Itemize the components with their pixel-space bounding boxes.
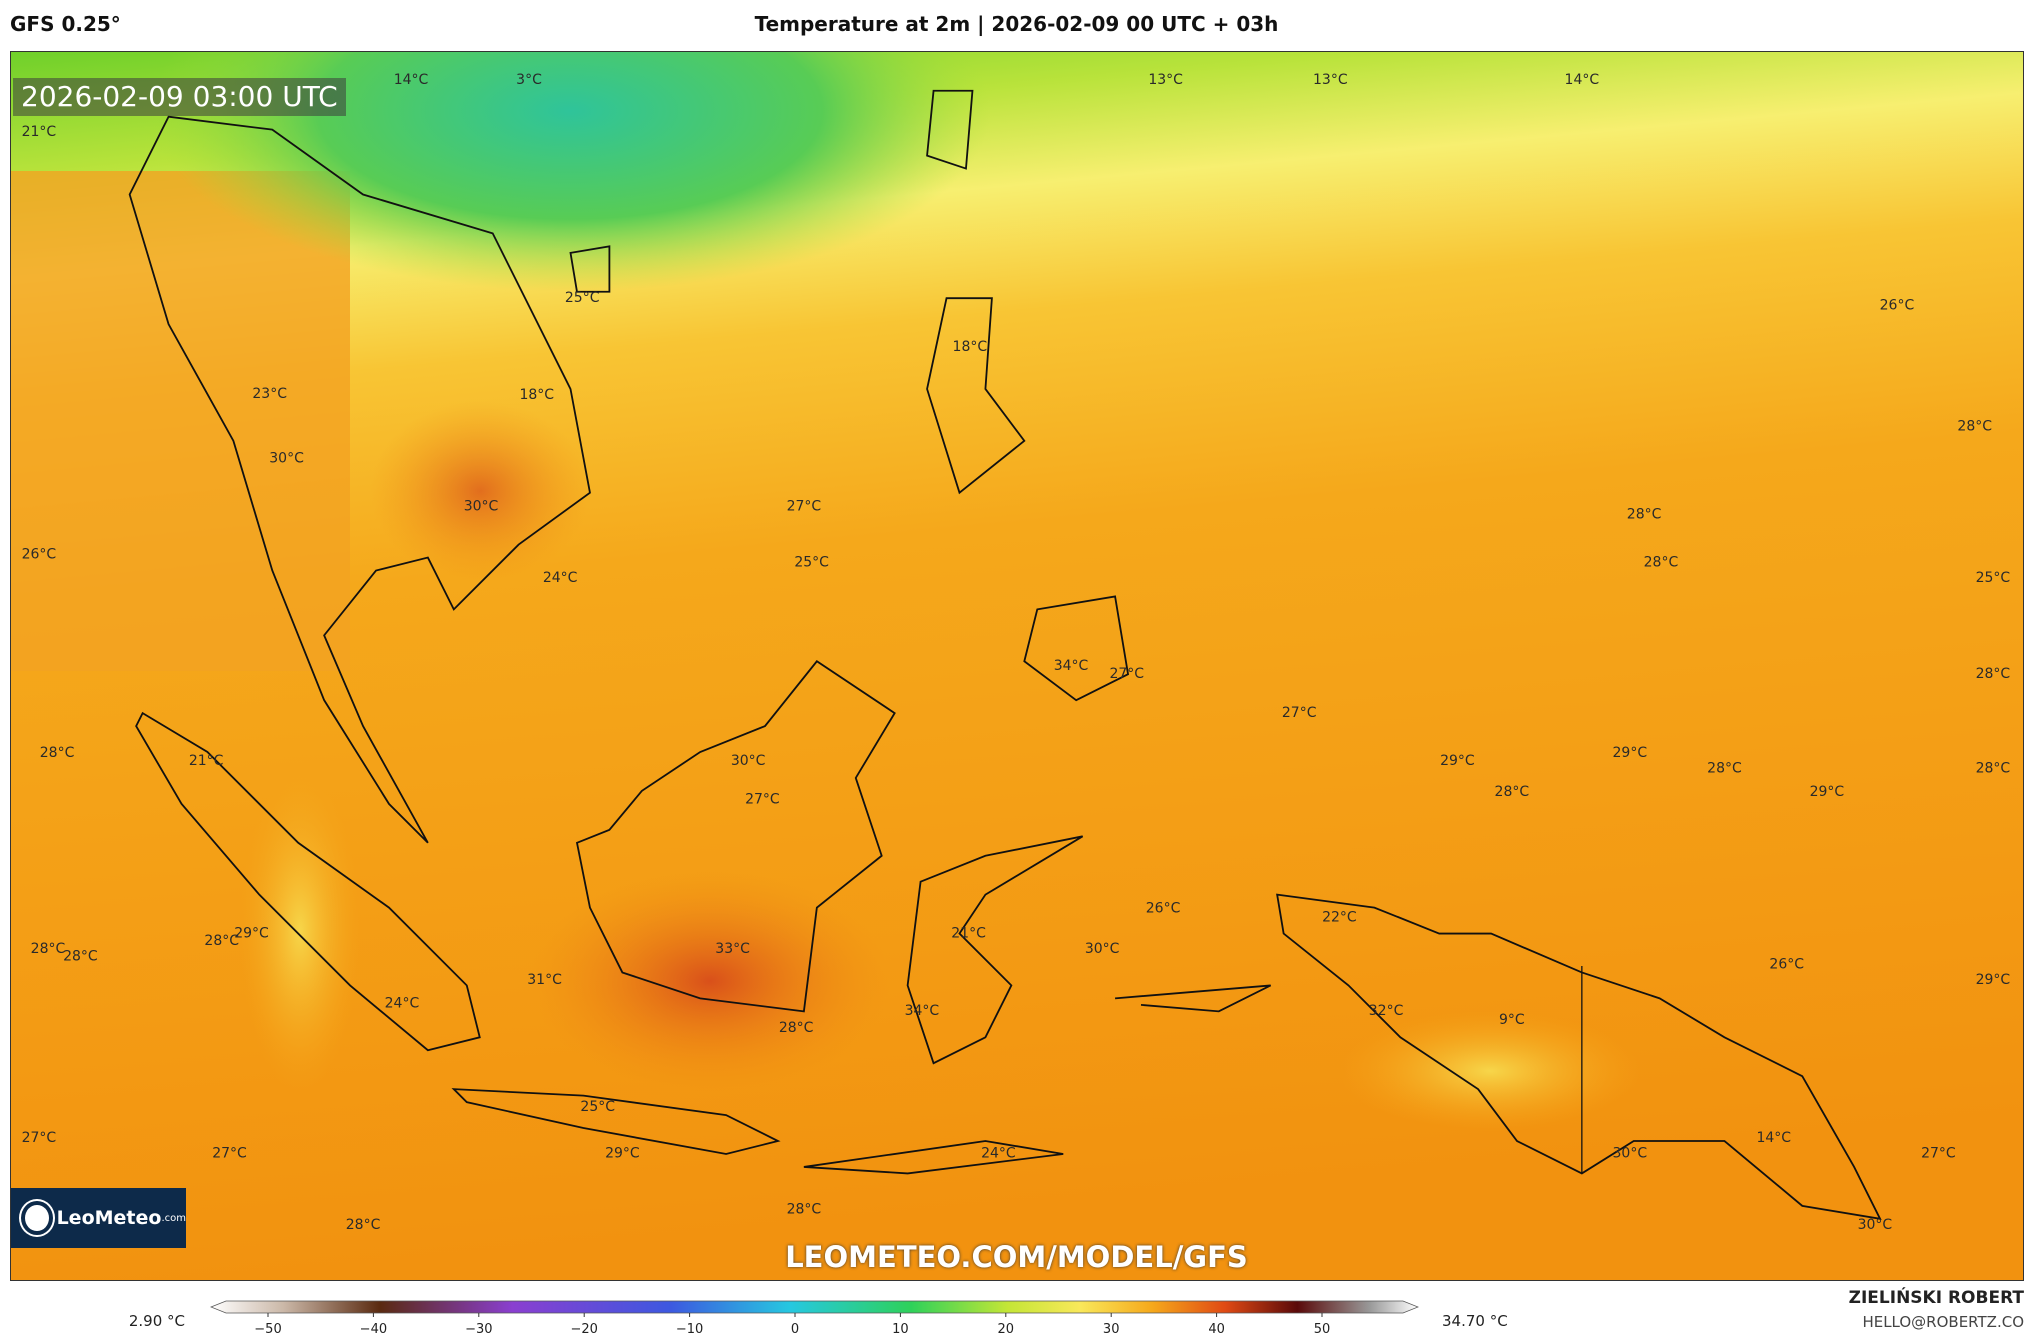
temperature-label: 34°C [905, 1003, 940, 1019]
colorbar-max: 34.70 °C [1442, 1312, 1508, 1330]
temperature-label: 14°C [1756, 1130, 1791, 1146]
temperature-label: 22°C [1322, 910, 1357, 926]
temperature-label: 28°C [63, 949, 98, 965]
author: ZIELIŃSKI ROBERT [1848, 1288, 2024, 1308]
temperature-label: 14°C [394, 72, 429, 88]
temperature-label: 26°C [22, 547, 57, 563]
colorbar-tick-label: −10 [676, 1322, 703, 1337]
temperature-label: 29°C [1440, 753, 1475, 769]
cold-area [150, 51, 990, 291]
temperature-label: 30°C [1085, 941, 1120, 957]
map-title: Temperature at 2m | 2026-02-09 00 UTC + … [754, 12, 1279, 36]
temperature-label: 29°C [1810, 784, 1845, 800]
colorbar-tick-label: 10 [892, 1322, 909, 1337]
colorbar-tick-label: 50 [1314, 1322, 1331, 1337]
temperature-label: 24°C [543, 570, 578, 586]
map: 14°C 3°C 13°C 13°C 14°C 21°C 25°C 18°C 26°C 23°C 1… [10, 51, 2024, 1281]
model-name: GFS 0.25° [10, 12, 121, 36]
temperature-label: 30°C [464, 499, 499, 515]
colorbar-tick-label: 20 [998, 1322, 1015, 1337]
logo[interactable]: LeoMeteo .com [11, 1188, 186, 1248]
temperature-label: 27°C [745, 792, 780, 808]
temperature-label: 25°C [565, 290, 600, 306]
temperature-label: 34°C [1054, 658, 1089, 674]
colorbar-tick-label: −20 [570, 1322, 597, 1337]
temperature-label: 28°C [1976, 666, 2011, 682]
temperature-label: 28°C [40, 745, 75, 761]
temperature-label: 18°C [519, 387, 554, 403]
colorbar-tick-label: 30 [1103, 1322, 1120, 1337]
temperature-label: 27°C [1109, 666, 1144, 682]
temperature-label: 28°C [1495, 784, 1530, 800]
colorbar-tick-label: −50 [254, 1322, 281, 1337]
logo-name: LeoMeteo [56, 1207, 162, 1229]
temperature-label: 29°C [605, 1146, 640, 1162]
highland-area [240, 771, 360, 1091]
temperature-label: 30°C [1858, 1217, 1893, 1233]
temperature-label: 3°C [516, 72, 542, 88]
temperature-label: 27°C [212, 1146, 247, 1162]
temperature-label: 33°C [715, 941, 750, 957]
temperature-label: 28°C [1976, 761, 2011, 777]
email[interactable]: HELLO@ROBERTZ.CO [1862, 1313, 2024, 1331]
temperature-label: 21°C [951, 925, 986, 941]
temperature-label: 18°C [953, 339, 988, 355]
temperature-label: 13°C [1313, 72, 1348, 88]
temperature-label: 21°C [189, 753, 224, 769]
temperature-label: 27°C [22, 1130, 57, 1146]
timestamp: 2026-02-09 03:00 UTC [13, 78, 346, 116]
logo-icon [25, 1205, 49, 1231]
colorbar-tick-label: 0 [791, 1322, 799, 1337]
temperature-label: 26°C [1880, 298, 1915, 314]
temperature-labels: 14°C 3°C 13°C 13°C 14°C 21°C 25°C 18°C 26°C 23°C 1… [22, 72, 2011, 1233]
temperature-label: 24°C [385, 995, 420, 1011]
colorbar: −50 −40 −30 −20 −10 0 10 20 30 40 50 [210, 1300, 1419, 1337]
coastlines [128, 89, 1882, 1220]
temperature-label: 28°C [1644, 554, 1679, 570]
watermark: LEOMETEO.COM/MODEL/GFS [785, 1240, 1248, 1274]
temperature-field [10, 171, 350, 671]
map-border [10, 51, 2024, 1281]
colorbar-tick-label: −30 [465, 1322, 492, 1337]
temperature-label: 27°C [1921, 1146, 1956, 1162]
highland-area [1340, 1011, 1640, 1131]
temperature-label: 28°C [779, 1020, 814, 1036]
temperature-label: 28°C [787, 1201, 822, 1217]
temperature-label: 29°C [234, 925, 269, 941]
temperature-label: 25°C [794, 554, 829, 570]
temperature-label: 32°C [1369, 1003, 1404, 1019]
temperature-label: 23°C [252, 386, 287, 402]
colorbar-min: 2.90 °C [128, 1312, 185, 1330]
temperature-label: 26°C [1146, 901, 1181, 917]
logo-suffix: .com [161, 1212, 186, 1224]
temperature-label: 13°C [1148, 72, 1183, 88]
temperature-label: 14°C [1565, 72, 1600, 88]
temperature-label: 28°C [346, 1217, 381, 1233]
temperature-label: 21°C [22, 124, 57, 140]
temperature-label: 29°C [1976, 972, 2011, 988]
colorbar-scale [210, 1300, 1419, 1314]
temperature-label: 28°C [31, 941, 66, 957]
colorbar-tick-label: 40 [1208, 1322, 1225, 1337]
temperature-label: 28°C [204, 933, 239, 949]
temperature-label: 25°C [1976, 570, 2011, 586]
temperature-label: 9°C [1499, 1012, 1525, 1028]
temperature-label: 25°C [580, 1099, 615, 1115]
temperature-label: 30°C [731, 753, 766, 769]
temperature-label: 28°C [1707, 761, 1742, 777]
temperature-label: 31°C [527, 972, 562, 988]
temperature-label: 30°C [269, 451, 304, 467]
hot-area [530, 871, 890, 1091]
colorbar-tick-label: −40 [360, 1322, 387, 1337]
temperature-label: 26°C [1769, 956, 1804, 972]
temperature-label: 27°C [787, 499, 822, 515]
temperature-label: 28°C [1627, 506, 1662, 522]
hot-area [370, 401, 590, 581]
temperature-label: 24°C [981, 1146, 1016, 1162]
temperature-label: 29°C [1613, 745, 1648, 761]
temperature-label: 27°C [1282, 705, 1317, 721]
temperature-label: 30°C [1613, 1146, 1648, 1162]
temperature-label: 28°C [1957, 418, 1992, 434]
